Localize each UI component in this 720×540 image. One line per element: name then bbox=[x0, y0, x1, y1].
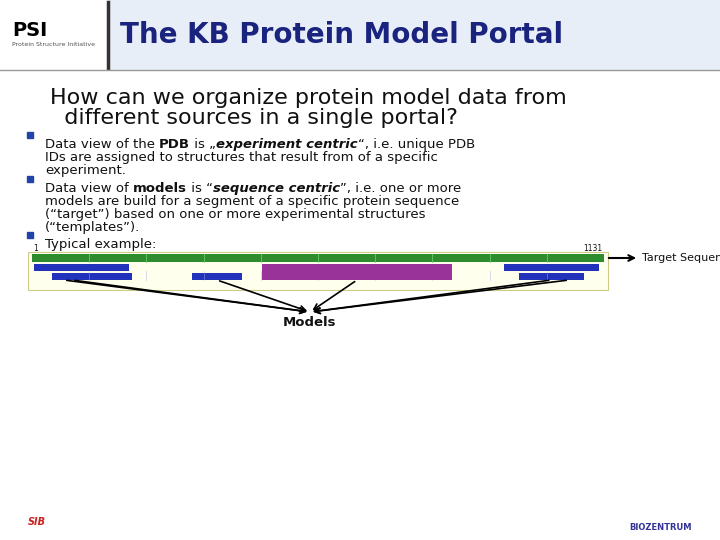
Bar bbox=[192, 273, 242, 280]
Text: sequence centric: sequence centric bbox=[213, 182, 340, 195]
Text: different sources in a single portal?: different sources in a single portal? bbox=[50, 108, 458, 128]
Text: Data view of: Data view of bbox=[45, 182, 133, 195]
Text: 1: 1 bbox=[33, 244, 37, 253]
Bar bbox=[34, 264, 129, 271]
Text: Protein Structure Initiative: Protein Structure Initiative bbox=[12, 43, 95, 48]
Text: Typical example:: Typical example: bbox=[45, 238, 156, 251]
Bar bbox=[262, 264, 452, 280]
Text: (“templates”).: (“templates”). bbox=[45, 221, 140, 234]
Text: ”, i.e. one or more: ”, i.e. one or more bbox=[340, 182, 462, 195]
Text: SIB: SIB bbox=[28, 517, 46, 527]
Text: How can we organize protein model data from: How can we organize protein model data f… bbox=[50, 88, 567, 108]
Text: Models: Models bbox=[283, 316, 337, 329]
Text: “, i.e. unique PDB: “, i.e. unique PDB bbox=[358, 138, 475, 151]
Text: is „: is „ bbox=[190, 138, 216, 151]
Text: IDs are assigned to structures that result from of a specific: IDs are assigned to structures that resu… bbox=[45, 151, 438, 164]
Text: experiment.: experiment. bbox=[45, 164, 126, 177]
Text: (“target”) based on one or more experimental structures: (“target”) based on one or more experime… bbox=[45, 208, 426, 221]
Text: BIOZENTRUM: BIOZENTRUM bbox=[629, 523, 692, 532]
Text: experiment centric: experiment centric bbox=[216, 138, 358, 151]
Text: The KB Protein Model Portal: The KB Protein Model Portal bbox=[120, 21, 563, 49]
Text: models are build for a segment of a specific protein sequence: models are build for a segment of a spec… bbox=[45, 195, 459, 208]
Text: Data view of the: Data view of the bbox=[45, 138, 159, 151]
Text: 1131: 1131 bbox=[583, 244, 602, 253]
Text: PDB: PDB bbox=[159, 138, 190, 151]
Text: Target Sequence: Target Sequence bbox=[642, 253, 720, 263]
Bar bbox=[504, 264, 599, 271]
Bar bbox=[28, 252, 608, 290]
Text: is “: is “ bbox=[187, 182, 213, 195]
Bar bbox=[32, 254, 604, 262]
Bar bbox=[52, 273, 132, 280]
Bar bbox=[0, 0, 108, 70]
Text: models: models bbox=[133, 182, 187, 195]
Bar bbox=[0, 0, 720, 70]
Bar bbox=[519, 273, 584, 280]
Text: PSI: PSI bbox=[12, 21, 48, 39]
